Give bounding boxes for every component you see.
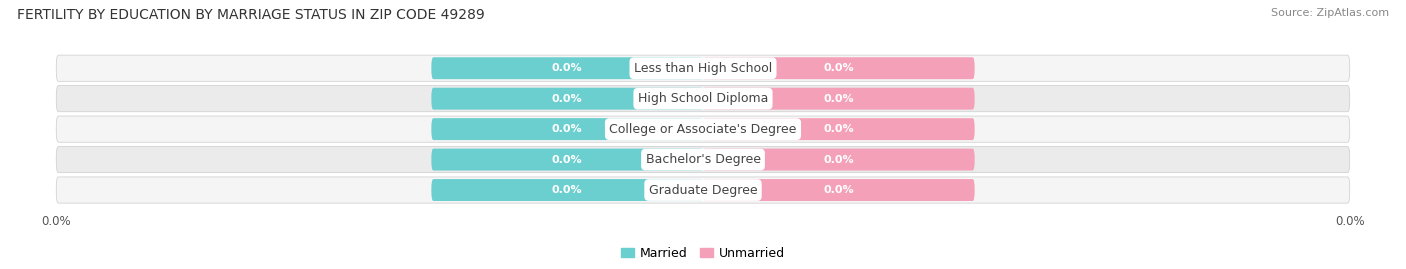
Legend: Married, Unmarried: Married, Unmarried — [616, 242, 790, 265]
Text: FERTILITY BY EDUCATION BY MARRIAGE STATUS IN ZIP CODE 49289: FERTILITY BY EDUCATION BY MARRIAGE STATU… — [17, 8, 485, 22]
Text: 0.0%: 0.0% — [824, 124, 853, 134]
Text: 0.0%: 0.0% — [553, 63, 582, 73]
Text: 0.0%: 0.0% — [824, 94, 853, 104]
FancyBboxPatch shape — [432, 148, 703, 171]
FancyBboxPatch shape — [56, 177, 1350, 203]
FancyBboxPatch shape — [56, 116, 1350, 142]
Text: 0.0%: 0.0% — [824, 185, 853, 195]
Text: Bachelor's Degree: Bachelor's Degree — [645, 153, 761, 166]
FancyBboxPatch shape — [432, 179, 703, 201]
Text: Less than High School: Less than High School — [634, 62, 772, 75]
FancyBboxPatch shape — [56, 86, 1350, 112]
FancyBboxPatch shape — [432, 57, 703, 79]
Text: Source: ZipAtlas.com: Source: ZipAtlas.com — [1271, 8, 1389, 18]
FancyBboxPatch shape — [703, 57, 974, 79]
FancyBboxPatch shape — [432, 118, 703, 140]
FancyBboxPatch shape — [56, 55, 1350, 81]
Text: 0.0%: 0.0% — [824, 63, 853, 73]
Text: 0.0%: 0.0% — [553, 124, 582, 134]
FancyBboxPatch shape — [703, 88, 974, 110]
Text: High School Diploma: High School Diploma — [638, 92, 768, 105]
FancyBboxPatch shape — [703, 148, 974, 171]
Text: 0.0%: 0.0% — [553, 155, 582, 165]
Text: College or Associate's Degree: College or Associate's Degree — [609, 123, 797, 136]
Text: 0.0%: 0.0% — [824, 155, 853, 165]
Text: Graduate Degree: Graduate Degree — [648, 183, 758, 197]
Text: 0.0%: 0.0% — [553, 185, 582, 195]
FancyBboxPatch shape — [432, 88, 703, 110]
Text: 0.0%: 0.0% — [553, 94, 582, 104]
FancyBboxPatch shape — [703, 179, 974, 201]
FancyBboxPatch shape — [703, 118, 974, 140]
FancyBboxPatch shape — [56, 147, 1350, 173]
